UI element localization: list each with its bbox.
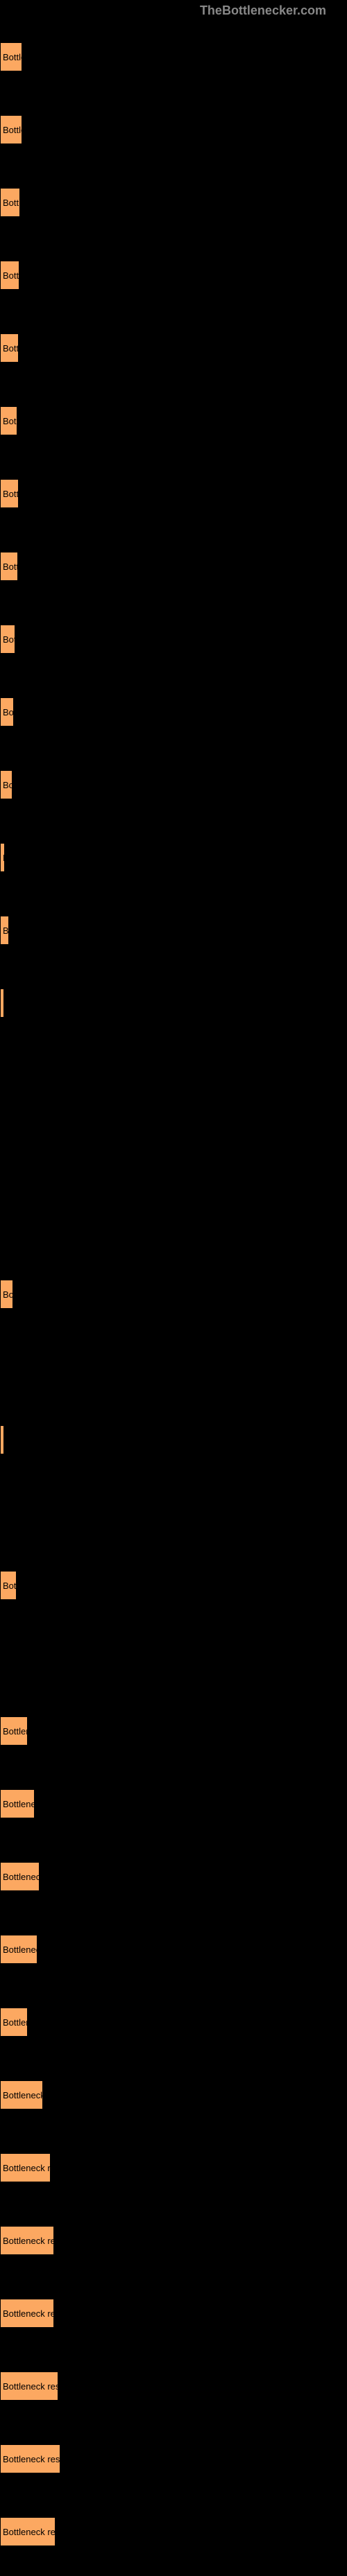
bar-row: Bott [0, 247, 347, 316]
bar-label: Bottleneck re [3, 2527, 56, 2537]
bar-label: Bottle [3, 52, 22, 62]
chart-bar: Bottleneck res [0, 2299, 54, 2328]
bar-label: Bo [3, 707, 14, 717]
bar-row: Bottleneck [0, 2066, 347, 2136]
bar-label: Bottleneck [3, 1872, 40, 1882]
bar-label: Bottleneck res [3, 2454, 60, 2464]
bar-row: Bottleneck res [0, 2358, 347, 2427]
bar-row: Bott [0, 320, 347, 389]
bar-label: B [3, 925, 9, 936]
bar-label: Bot [3, 416, 17, 426]
chart-bar: Bot [0, 625, 15, 654]
bar-label: Bott [3, 270, 19, 281]
bar-label: Bottleneck res [3, 2381, 58, 2392]
bar-label: Bot [3, 634, 15, 645]
chart-bar: Bottleneck res [0, 2372, 58, 2401]
bar-label: Bottleneck re [3, 2163, 51, 2173]
chart-bar: Bo [0, 697, 14, 726]
bar-row: Bo [0, 1266, 347, 1335]
chart-bar: B [0, 916, 9, 945]
bar-row: Bott [0, 174, 347, 243]
bar-row [0, 1630, 347, 1699]
bar-row: Bottleneck re [0, 2212, 347, 2281]
chart-bar: Bottleneck res [0, 2444, 60, 2473]
bar-row: Bottlen [0, 1703, 347, 1772]
bar-row [0, 975, 347, 1044]
bar-label: E [3, 853, 5, 863]
bar-row: B [0, 902, 347, 971]
chart-bar: Bott [0, 188, 20, 217]
bar-label: Bottleneck re [3, 2236, 54, 2246]
bar-row: Bottler [0, 1994, 347, 2063]
bar-label: Bot [3, 1581, 17, 1591]
chart-bar: Bottlen [0, 1716, 28, 1746]
bar-row [0, 1411, 347, 1481]
bar-label: Bottlenec [3, 1799, 35, 1809]
bar-row [0, 1120, 347, 1190]
bar-label: Bott [3, 562, 18, 572]
chart-bar: E [0, 843, 5, 872]
chart-bar [0, 1425, 4, 1454]
bar-row: Bottleneck re [0, 2503, 347, 2573]
bar-row: Bot [0, 392, 347, 462]
bar-row: Bott [0, 465, 347, 534]
bar-row: Bottleneck [0, 1848, 347, 1917]
bar-label: Bott [3, 343, 19, 354]
chart-bar: Bott [0, 479, 19, 508]
site-header: TheBottlenecker.com [0, 0, 347, 21]
chart-bar: Bo [0, 770, 12, 799]
bar-label: Bott [3, 198, 19, 208]
site-name: TheBottlenecker.com [200, 3, 326, 17]
bar-row: Bo [0, 756, 347, 826]
chart-bar: Bottlenec [0, 1789, 35, 1818]
bar-row [0, 1047, 347, 1117]
bar-row: Bot [0, 1557, 347, 1626]
bar-row [0, 1339, 347, 1408]
bar-row: Bottleneck res [0, 2430, 347, 2500]
bar-row: E [0, 829, 347, 898]
chart-bar: Bottleneck re [0, 2226, 54, 2255]
bar-row: Bo [0, 684, 347, 753]
chart-bar: Bottlenec [0, 1935, 37, 1964]
bar-label: Bottleneck res [3, 2308, 54, 2319]
bar-label: Bott [3, 489, 19, 499]
chart-bar: Bott [0, 552, 18, 581]
bar-row [0, 1484, 347, 1554]
bar-row: Bottle [0, 28, 347, 98]
bar-label: Bottlenec [3, 1944, 37, 1955]
chart-bar: Bottleneck re [0, 2153, 51, 2182]
bar-row: Bot [0, 611, 347, 680]
chart-bar: Bottle [0, 115, 22, 144]
chart-bar [0, 989, 4, 1018]
bar-chart: Bottle Bottle Bott Bott Bott Bot Bott Bott Bot Bo… [0, 21, 347, 2573]
bar-label: Bottlen [3, 1726, 28, 1737]
bar-row: Bottleneck re [0, 2139, 347, 2209]
chart-bar: Bottle [0, 42, 22, 71]
bar-label: Bottle [3, 125, 22, 135]
bar-row: Bott [0, 538, 347, 607]
chart-bar: Bottleneck re [0, 2517, 56, 2546]
bar-label: Bo [3, 1289, 13, 1300]
chart-bar: Bottler [0, 2008, 28, 2037]
chart-bar: Bott [0, 261, 19, 290]
chart-bar: Bott [0, 333, 19, 363]
bar-label: Bottler [3, 2017, 28, 2028]
bar-row: Bottlenec [0, 1775, 347, 1845]
bar-row: Bottlenec [0, 1921, 347, 1990]
bar-row: Bottle [0, 101, 347, 171]
bar-row: Bottleneck res [0, 2285, 347, 2354]
chart-bar: Bottleneck [0, 2080, 43, 2109]
chart-bar: Bo [0, 1280, 13, 1309]
chart-bar: Bottleneck [0, 1862, 40, 1891]
chart-bar: Bot [0, 406, 17, 435]
chart-bar: Bot [0, 1571, 17, 1600]
bar-row [0, 1193, 347, 1262]
bar-label: Bo [3, 780, 12, 790]
bar-label: Bottleneck [3, 2090, 43, 2100]
